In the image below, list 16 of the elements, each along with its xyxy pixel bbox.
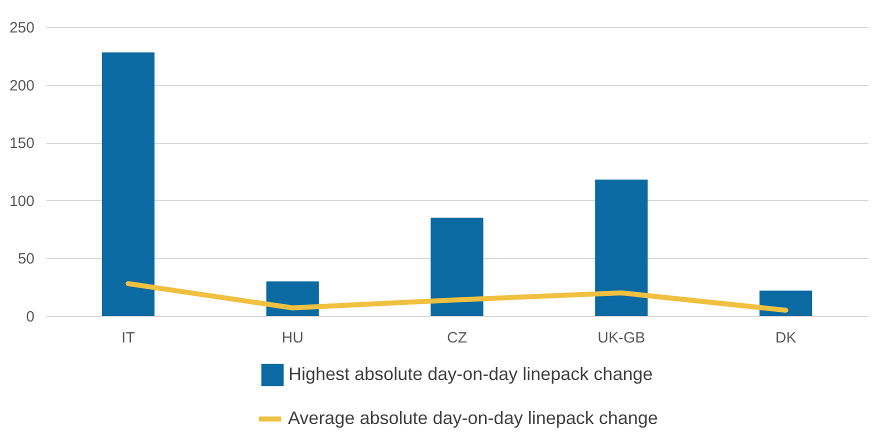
x-tick-label: DK — [775, 330, 796, 346]
x-tick-label: HU — [282, 330, 304, 346]
y-tick-label: 250 — [9, 20, 34, 36]
bar — [595, 180, 648, 316]
y-tick-label: 0 — [26, 308, 34, 326]
legend-label: Average absolute day-on-day linepack change — [288, 408, 658, 428]
y-tick-label: 150 — [9, 135, 34, 152]
y-tick-label: 50 — [18, 250, 34, 268]
legend-label: Highest absolute day-on-day linepack change — [288, 364, 653, 384]
x-tick-label: CZ — [447, 330, 467, 346]
bar — [430, 218, 484, 316]
x-tick-label: UK-GB — [598, 330, 646, 346]
y-tick-label: 100 — [9, 192, 34, 210]
y-tick-label: 200 — [9, 77, 34, 94]
bar — [102, 52, 155, 316]
x-tick-label: IT — [122, 330, 135, 346]
